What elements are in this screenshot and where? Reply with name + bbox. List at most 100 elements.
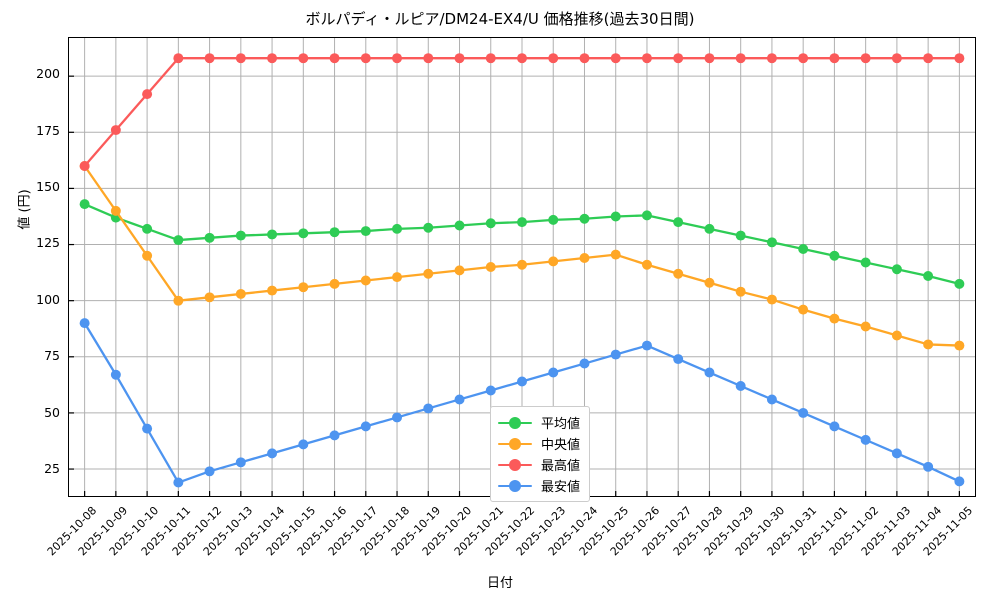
data-point-marker — [548, 214, 559, 225]
data-point-marker — [673, 217, 684, 228]
data-point-marker — [829, 313, 840, 324]
data-point-marker — [423, 53, 434, 64]
legend-item-label: 最高値 — [541, 459, 581, 474]
data-point-marker — [517, 259, 527, 270]
data-point-marker — [423, 403, 434, 414]
series-line — [83, 57, 961, 168]
data-point-marker — [829, 250, 840, 261]
data-point-marker — [641, 53, 652, 64]
data-point-marker — [329, 53, 340, 64]
data-point-marker — [79, 199, 90, 210]
y-axis-label: 値 (円) — [17, 189, 33, 230]
data-point-marker — [829, 53, 840, 64]
data-point-marker — [298, 439, 309, 450]
data-point-marker — [579, 253, 590, 263]
data-point-marker — [579, 53, 590, 64]
data-point-marker — [548, 256, 559, 267]
data-point-marker — [923, 339, 934, 350]
legend-marker-icon — [498, 437, 532, 451]
data-point-marker — [548, 53, 559, 64]
data-point-marker — [891, 53, 902, 64]
data-point-marker — [704, 367, 715, 378]
data-point-marker — [392, 272, 403, 283]
data-point-marker — [766, 294, 777, 305]
data-point-marker — [204, 466, 215, 477]
x-axis-label: 日付 — [486, 576, 513, 591]
data-point-marker — [548, 367, 559, 378]
data-point-marker — [298, 282, 309, 293]
data-point-marker — [923, 53, 934, 64]
data-point-marker — [517, 53, 527, 64]
y-tick-label: 25 — [44, 460, 60, 476]
legend-item-label: 平均値 — [541, 417, 581, 432]
data-point-marker — [235, 53, 246, 64]
data-point-marker — [860, 321, 871, 332]
data-point-marker — [704, 53, 715, 64]
data-point-marker — [673, 268, 684, 279]
data-series-layer — [79, 53, 965, 488]
data-point-marker — [735, 381, 746, 391]
data-point-marker — [329, 227, 340, 238]
legend-marker-icon — [498, 416, 532, 430]
data-point-marker — [110, 125, 121, 136]
data-point-marker — [704, 223, 715, 234]
data-point-marker — [454, 394, 465, 405]
data-point-marker — [860, 434, 871, 445]
legend-item[interactable]: 平均値 — [498, 412, 580, 433]
legend-item[interactable]: 最高値 — [498, 454, 580, 475]
data-point-marker — [360, 226, 371, 237]
chart-legend: 平均値中央値最高値 最安値 — [490, 406, 591, 502]
data-point-marker — [110, 369, 121, 380]
data-point-marker — [173, 295, 184, 306]
y-tick-label: 200 — [36, 66, 60, 82]
legend-item[interactable]: 中央値 — [498, 433, 580, 454]
y-tick-label: 150 — [36, 179, 60, 195]
data-point-marker — [454, 53, 465, 64]
data-point-marker — [954, 476, 965, 487]
data-point-marker — [798, 244, 809, 255]
data-point-marker — [392, 412, 403, 423]
y-tick-label: 125 — [36, 235, 60, 251]
data-point-marker — [142, 250, 153, 261]
data-point-marker — [423, 268, 434, 279]
data-series — [79, 318, 965, 488]
data-point-marker — [610, 211, 621, 222]
series-line — [83, 164, 961, 347]
data-point-marker — [891, 330, 902, 341]
data-point-marker — [954, 340, 965, 351]
data-point-marker — [329, 278, 340, 289]
data-point-marker — [173, 235, 184, 246]
data-point-marker — [673, 354, 684, 365]
data-point-marker — [860, 53, 871, 64]
data-point-marker — [610, 53, 621, 64]
data-point-marker — [173, 477, 184, 488]
data-point-marker — [298, 228, 309, 239]
y-tick-label: 75 — [44, 348, 60, 364]
legend-marker-icon — [498, 479, 532, 493]
data-point-marker — [829, 421, 840, 432]
legend-item[interactable]: 最安値 — [498, 475, 580, 496]
data-point-marker — [267, 448, 278, 459]
data-point-marker — [142, 223, 153, 234]
data-point-marker — [329, 430, 340, 441]
data-point-marker — [79, 318, 90, 329]
data-point-marker — [766, 394, 777, 405]
data-point-marker — [267, 285, 278, 296]
data-point-marker — [204, 53, 215, 64]
series-line — [83, 202, 961, 285]
data-point-marker — [891, 264, 902, 275]
data-point-marker — [392, 53, 403, 64]
data-point-marker — [485, 262, 496, 272]
data-point-marker — [891, 448, 902, 459]
data-point-marker — [735, 53, 746, 64]
data-point-marker — [360, 53, 371, 64]
y-tick-label: 50 — [44, 404, 60, 420]
y-tick-label: 100 — [36, 291, 60, 307]
data-point-marker — [392, 223, 403, 234]
data-point-marker — [298, 53, 309, 64]
data-point-marker — [485, 53, 496, 64]
data-point-marker — [954, 53, 965, 64]
legend-item-label: 中央値 — [541, 438, 581, 453]
data-point-marker — [454, 220, 465, 231]
data-point-marker — [579, 358, 590, 369]
